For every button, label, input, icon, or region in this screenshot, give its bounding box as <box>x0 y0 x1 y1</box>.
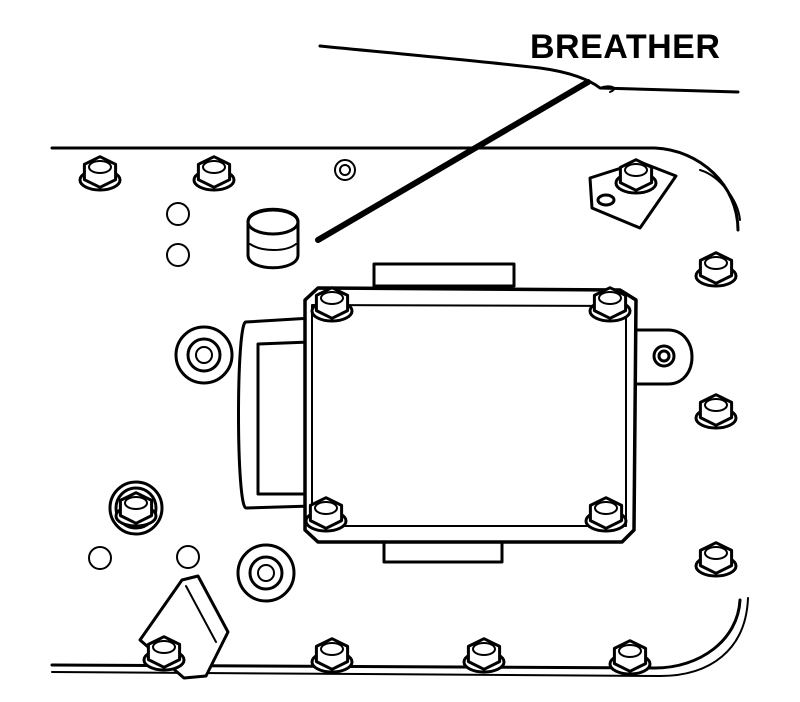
cover-plate <box>239 264 693 562</box>
hex-bolt <box>696 253 736 286</box>
housing-outline-bottom-2 <box>52 598 748 676</box>
hex-bolt <box>144 637 184 670</box>
hole <box>177 546 199 568</box>
hex-bolt <box>586 498 626 531</box>
hole <box>167 244 189 266</box>
housing-outline-bottom <box>52 600 740 668</box>
hex-bolt <box>194 157 234 190</box>
hex-bolts <box>80 157 736 674</box>
breather-leader-line <box>318 82 588 240</box>
hole <box>89 547 111 569</box>
hex-bolt <box>116 493 156 526</box>
housing-inner-edge <box>700 170 740 220</box>
breather-cap <box>248 209 298 268</box>
hex-bolt <box>312 639 352 672</box>
small-plug <box>335 160 355 180</box>
hex-bolt <box>616 160 656 193</box>
hole <box>167 203 189 225</box>
stud-nut <box>110 482 162 534</box>
threaded-boss <box>176 327 232 383</box>
housing-outline <box>52 148 738 230</box>
hex-bolt <box>306 498 346 531</box>
hex-bolt <box>696 543 736 576</box>
hex-bolt <box>464 639 504 672</box>
breather-label: BREATHER <box>530 28 721 66</box>
breather-hose-lower <box>600 86 614 92</box>
hex-bolt <box>80 157 120 190</box>
hex-bolt <box>696 395 736 428</box>
hex-bolt <box>610 641 650 674</box>
hex-bolt <box>312 288 352 321</box>
hex-bolt <box>590 288 630 321</box>
threaded-boss <box>238 545 294 601</box>
